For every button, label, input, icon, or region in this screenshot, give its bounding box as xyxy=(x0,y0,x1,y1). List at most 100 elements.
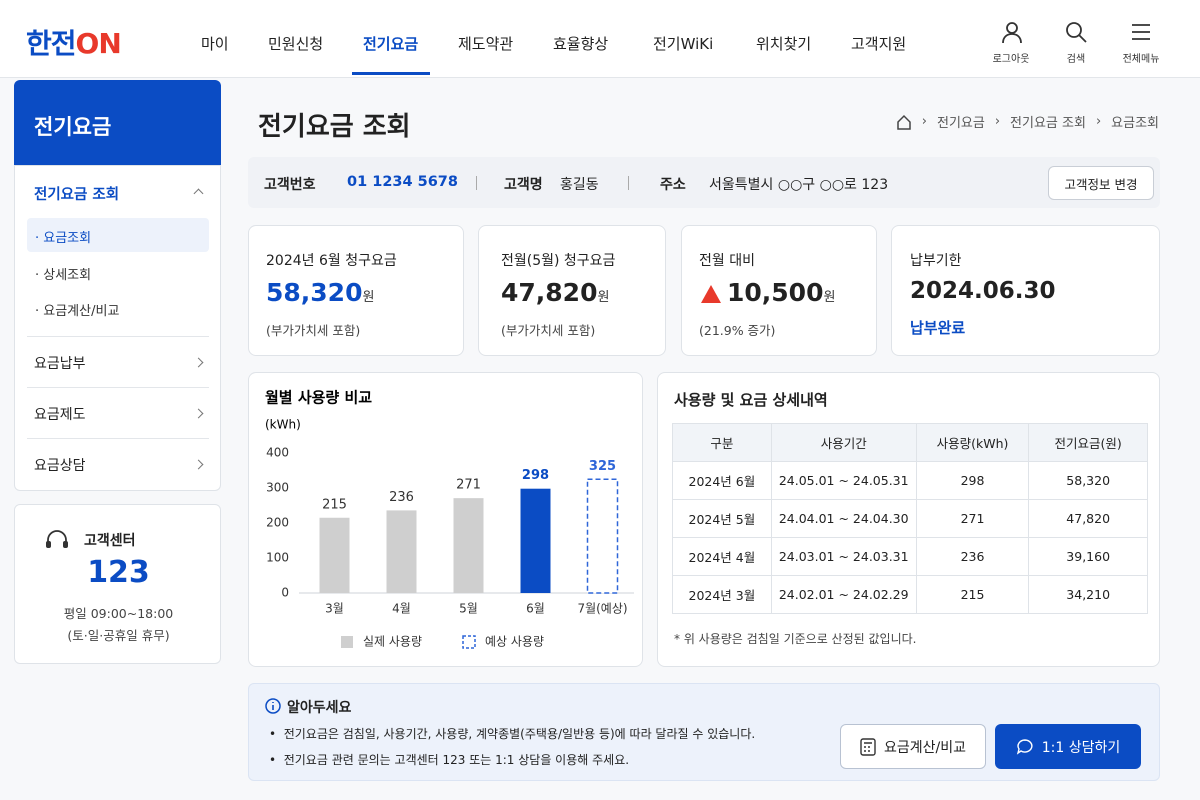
button-label: 1:1 상담하기 xyxy=(1041,739,1121,756)
headset-icon xyxy=(46,530,68,548)
support-closed: (토·일·공휴일 휴무) xyxy=(67,628,170,643)
divider xyxy=(27,438,209,439)
table-cell: 39,160 xyxy=(1028,537,1148,576)
value-label: 271 xyxy=(456,478,481,493)
unit: 원 xyxy=(362,290,375,305)
legend-label: 예상 사용량 xyxy=(485,635,544,649)
nav-item[interactable]: 전기요금 xyxy=(363,35,419,53)
table-cell: 2024년 3월 xyxy=(672,575,772,614)
header-row: 구분 사용기간 사용량(kWh) 전기요금(원) xyxy=(672,423,1148,462)
table-row: 2024년 4월 24.03.01 ~ 24.03.31 236 39,160 xyxy=(672,537,1148,576)
x-tick-label: 4월 xyxy=(392,602,411,616)
submenu-item[interactable]: · 상세조회 xyxy=(35,268,92,283)
nav-item[interactable]: 효율향상 xyxy=(553,35,609,53)
table-row: 2024년 5월 24.04.01 ~ 24.04.30 271 47,820 xyxy=(672,499,1148,538)
unit: 원 xyxy=(823,290,836,305)
x-tick-label: 7월(예상) xyxy=(577,602,627,616)
nav-item[interactable]: 전기WiKi xyxy=(653,35,714,53)
detail-card: 사용량 및 요금 상세내역 구분 사용기간 사용량(kWh) 전기요금(원) 2024년… xyxy=(657,372,1160,667)
table-cell: 24.02.01 ~ 24.02.29 xyxy=(770,575,917,614)
notice-text: 전기요금 관련 문의는 고객센터 123 또는 1:1 상담을 이용해 주세요. xyxy=(283,753,630,767)
amount: 47,820 xyxy=(501,278,598,307)
menu-group[interactable]: 요금납부 xyxy=(34,356,86,372)
nav-item[interactable]: 민원신청 xyxy=(268,35,324,53)
submenu-item[interactable]: · 요금계산/비교 xyxy=(35,304,120,319)
utility-link[interactable]: 로그아웃 xyxy=(992,54,1030,65)
chevron xyxy=(193,357,204,368)
menu-group[interactable]: 요금상담 xyxy=(34,458,86,474)
utility-link[interactable]: 검색 xyxy=(1066,54,1086,65)
summary-value: 10,500원 xyxy=(727,278,835,307)
nav-underline xyxy=(352,72,430,75)
bar xyxy=(586,478,619,594)
chat-button[interactable]: 1:1 상담하기 xyxy=(995,724,1141,769)
logo-main: 한전 xyxy=(26,27,77,60)
nav-item[interactable]: 마이 xyxy=(201,35,229,53)
value-label: 236 xyxy=(389,490,414,505)
nav-item[interactable]: 제도약관 xyxy=(458,35,514,53)
bar xyxy=(520,488,551,593)
breadcrumb-item[interactable]: 요금조회 xyxy=(1111,116,1159,131)
summary-value: 58,320원 xyxy=(266,278,374,307)
summary-label: 전월 대비 xyxy=(699,253,755,269)
breadcrumb-sep: › xyxy=(994,114,1001,129)
legend-label: 실제 사용량 xyxy=(363,635,422,649)
nav-item[interactable]: 위치찾기 xyxy=(756,35,812,53)
edit-button[interactable]: 고객정보 변경 xyxy=(1048,166,1154,200)
table-cell: 215 xyxy=(915,575,1030,614)
table-cell: 24.05.01 ~ 24.05.31 xyxy=(770,461,917,500)
breadcrumb-item[interactable]: 전기요금 xyxy=(937,116,985,131)
separator xyxy=(628,176,629,190)
y-axis-label: (kWh) xyxy=(265,418,301,432)
legend-swatch xyxy=(462,635,476,649)
header: 한전ON 마이 민원신청 전기요금 제도약관 효율향상 전기WiKi 위치찾기 … xyxy=(0,0,1200,78)
table-cell: 2024년 6월 xyxy=(672,461,772,500)
column-header: 구분 xyxy=(672,423,772,462)
info-icon xyxy=(265,698,281,714)
payment-status: 납부완료 xyxy=(910,319,966,337)
table-cell: 2024년 5월 xyxy=(672,499,772,538)
chart-card: 월별 사용량 비교 (kWh) 0 100 200 300 400 3월 4월 5월 6월 7월(… xyxy=(248,372,643,667)
detail-title: 사용량 및 요금 상세내역 xyxy=(674,391,828,409)
logo[interactable]: 한전ON xyxy=(26,22,122,62)
breadcrumb-item[interactable]: 전기요금 조회 xyxy=(1010,116,1086,131)
value-label: 215 xyxy=(322,497,347,512)
nav-item[interactable]: 고객지원 xyxy=(851,35,907,53)
table-cell: 24.04.01 ~ 24.04.30 xyxy=(770,499,917,538)
active-bg xyxy=(27,218,209,252)
table-cell: 236 xyxy=(915,537,1030,576)
y-tick-label: 0 xyxy=(281,586,289,600)
y-tick-label: 400 xyxy=(266,446,289,460)
divider xyxy=(27,336,209,337)
menu-icon xyxy=(1132,24,1150,40)
breadcrumb-sep: › xyxy=(921,114,927,129)
separator xyxy=(476,176,477,190)
chart-title: 월별 사용량 비교 xyxy=(265,389,372,407)
support-card: 고객센터 123 평일 09:00~18:00 (토·일·공휴일 휴무) xyxy=(14,504,221,664)
menu-group[interactable]: 전기요금 조회 xyxy=(34,187,120,203)
submenu-label: 요금조회 xyxy=(43,231,92,246)
table-cell: 271 xyxy=(915,499,1030,538)
calc-button[interactable]: 요금계산/비교 xyxy=(840,724,986,769)
table-row: 2024년 6월 24.05.01 ~ 24.05.31 298 58,320 xyxy=(672,461,1148,500)
summary-label: 2024년 6월 청구요금 xyxy=(266,253,397,269)
submenu-item[interactable]: · 요금조회 xyxy=(35,231,92,246)
summary-note: (21.9% 증가) xyxy=(699,323,776,338)
menu-group[interactable]: 요금제도 xyxy=(34,407,86,423)
customer-bar: 고객번호 01 1234 5678 고객명 홍길동 주소 서울특별시 ○○구 ○… xyxy=(248,157,1160,208)
button-label: 요금계산/비교 xyxy=(884,739,966,756)
calc-icon xyxy=(860,737,876,756)
field-label: 고객번호 xyxy=(264,177,316,193)
utility-link[interactable]: 전체메뉴 xyxy=(1122,54,1160,65)
x-tick-label: 3월 xyxy=(325,602,344,616)
support-title: 고객센터 xyxy=(84,533,136,549)
table-cell: 58,320 xyxy=(1028,461,1148,500)
summary-value: 47,820원 xyxy=(501,278,609,307)
logo-accent: ON xyxy=(75,27,122,60)
summary-value: 2024.06.30 xyxy=(910,278,1056,304)
sidebar-menu: 전기요금 조회 · 요금조회 · 상세조회 · 요금계산/비교 요금납부 요금제… xyxy=(14,165,221,491)
summary-card: 2024년 6월 청구요금 58,320원 (부가가치세 포함) xyxy=(248,225,464,356)
footnote: * 위 사용량은 검침일 기준으로 산정된 값입니다. xyxy=(674,632,917,646)
